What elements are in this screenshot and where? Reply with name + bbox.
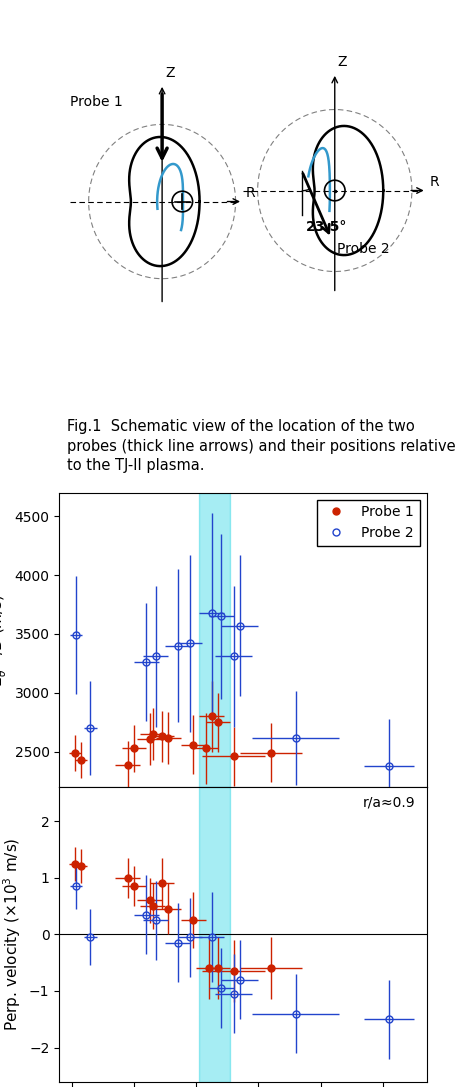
Text: R: R <box>429 175 439 189</box>
Text: Fig.1  Schematic view of the location of the two
probes (thick line arrows) and : Fig.1 Schematic view of the location of … <box>66 418 455 473</box>
Text: Z: Z <box>165 66 174 80</box>
Text: 23.5°: 23.5° <box>305 221 347 235</box>
Text: R: R <box>246 186 255 200</box>
Bar <box>200 492 230 787</box>
Y-axis label: Perp. velocity ($\times 10^{3}$ m/s): Perp. velocity ($\times 10^{3}$ m/s) <box>2 838 24 1032</box>
Text: Z: Z <box>337 55 347 70</box>
Legend: Probe 1, Probe 2: Probe 1, Probe 2 <box>317 500 419 546</box>
Text: Probe 2: Probe 2 <box>337 242 389 255</box>
Text: r/a≈0.9: r/a≈0.9 <box>363 796 416 810</box>
Y-axis label: $E_{\theta}^{\rm rms}/B$ (m/s): $E_{\theta}^{\rm rms}/B$ (m/s) <box>0 594 9 686</box>
Bar <box>200 787 230 1082</box>
Text: Probe 1: Probe 1 <box>70 95 123 109</box>
